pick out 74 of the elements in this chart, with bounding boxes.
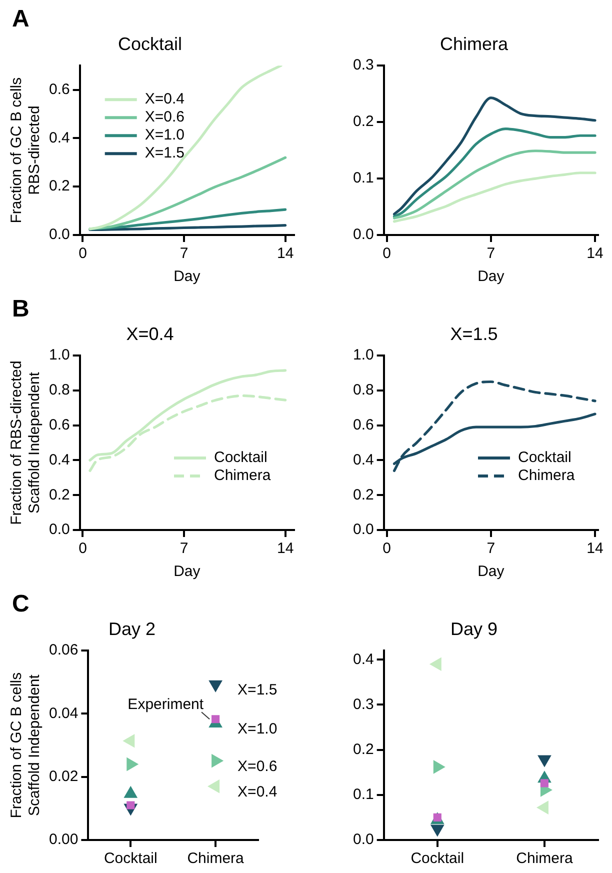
y-tick-label: 0.2	[48, 486, 70, 504]
legend-label: Chimera	[214, 467, 272, 484]
y-tick-label: 0.0	[352, 521, 374, 538]
legend-label: X=1.5	[144, 144, 184, 162]
x-tick-label: 0	[78, 245, 87, 262]
y-tick-label: 0.2	[352, 113, 374, 130]
x-tick-label: 14	[586, 245, 604, 262]
chart-title: Chimera	[440, 34, 509, 54]
y-tick-label: 0.02	[48, 768, 78, 786]
y-tick-label: 0.06	[48, 642, 78, 659]
y-tick-label: 0.4	[48, 129, 70, 146]
x-tick-label: 14	[276, 540, 294, 558]
x-tick-label: Chimera	[516, 850, 574, 868]
y-tick-label: 0.0	[48, 521, 70, 538]
text: C	[12, 590, 30, 618]
x-tick-label: Cocktail	[104, 850, 158, 868]
series-label: Experiment	[128, 696, 204, 714]
x-axis-title: Day	[174, 268, 201, 286]
legend-label: Cocktail	[518, 449, 572, 466]
y-axis-title: Fraction of GC B cells Scaffold Independent	[8, 672, 44, 818]
x-tick-label: 7	[180, 245, 188, 262]
series-label: X=0.6	[238, 758, 278, 775]
x-tick-label: 14	[586, 540, 604, 558]
y-tick-label: 1.0	[48, 346, 70, 364]
y-tick-label: 0.0	[48, 226, 70, 244]
text: A	[12, 6, 30, 33]
x-axis-title: Day	[478, 563, 505, 580]
chart-title: X=0.4	[126, 324, 174, 344]
y-tick-label: 0.00	[48, 831, 78, 848]
x-axis-title: Day	[174, 563, 201, 580]
x-tick-label: 7	[486, 540, 496, 558]
y-tick-label: 0.4	[352, 451, 374, 468]
x-tick-label: 0	[78, 540, 87, 558]
legend-label: X=0.4	[144, 90, 184, 108]
legend-label: Chimera	[518, 467, 576, 484]
y-tick-label: 0.4	[48, 451, 70, 468]
y-tick-label: 0.6	[352, 416, 374, 434]
y-tick-label: 0.1	[352, 170, 374, 187]
y-tick-label: 0.3	[352, 56, 374, 74]
x-tick-label: 14	[276, 245, 294, 262]
y-tick-label: 0.0	[352, 831, 374, 848]
series-label: X=0.4	[238, 783, 278, 800]
chart-title: Day 2	[108, 618, 156, 639]
y-tick-label: 0.04	[48, 704, 78, 722]
chart-title: X=1.5	[450, 324, 498, 344]
y-tick-label: 0.6	[48, 416, 70, 434]
x-tick-label: 7	[486, 245, 496, 262]
chart-title: Day 9	[450, 618, 498, 639]
x-tick-label: 7	[180, 540, 188, 558]
series-label: X=1.0	[238, 720, 278, 738]
chart-title: Cocktail	[118, 34, 182, 54]
y-tick-label: 0.2	[352, 486, 374, 504]
y-tick-label: 0.1	[352, 786, 374, 804]
text: B	[12, 296, 30, 323]
y-axis-title: Fraction of GC B cells RBS-directed	[8, 77, 44, 224]
legend-label: X=0.6	[144, 108, 184, 126]
x-tick-label: 0	[382, 245, 391, 262]
x-tick-label: 0	[382, 540, 391, 558]
y-tick-label: 1.0	[352, 346, 374, 364]
y-tick-label: 0.8	[352, 382, 374, 399]
y-axis-title: Fraction of RBS-directed Scaffold Independent	[8, 360, 44, 525]
y-tick-label: 0.4	[352, 650, 374, 668]
y-tick-label: 0.2	[352, 740, 374, 758]
series-label: X=1.5	[238, 682, 278, 699]
y-tick-label: 0.3	[352, 696, 374, 713]
y-tick-label: 0.2	[48, 178, 70, 195]
y-tick-label: 0.6	[48, 80, 70, 98]
legend-label: X=1.0	[144, 126, 184, 144]
x-tick-label: Cocktail	[410, 850, 464, 868]
y-tick-label: 0.8	[48, 382, 70, 399]
y-tick-label: 0.0	[352, 226, 374, 244]
x-tick-label: Chimera	[187, 850, 245, 868]
legend-label: Cocktail	[214, 449, 268, 466]
x-axis-title: Day	[478, 268, 505, 286]
